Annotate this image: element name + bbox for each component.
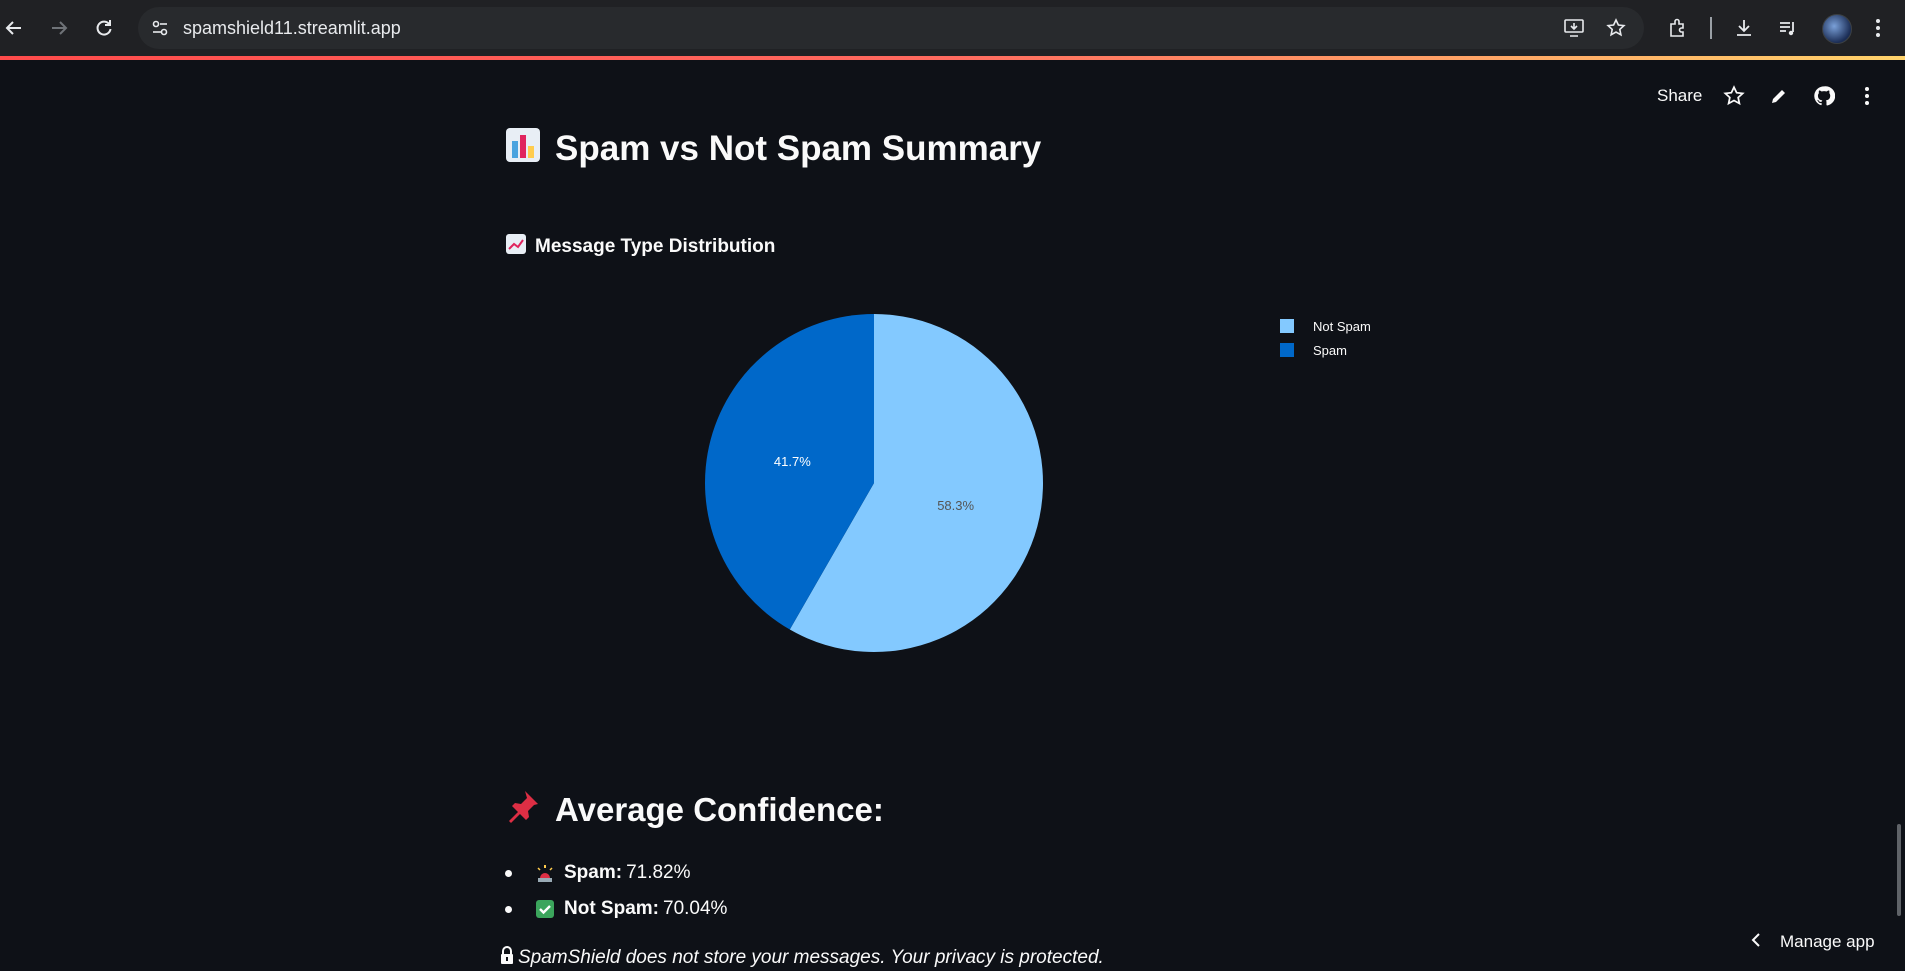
bullet-dot bbox=[505, 905, 512, 913]
not-spam-label: Not Spam: bbox=[564, 898, 659, 919]
toolbar-divider bbox=[1710, 17, 1712, 39]
reload-icon[interactable] bbox=[90, 14, 118, 42]
distribution-heading: Message Type Distribution bbox=[505, 233, 775, 261]
star-icon[interactable] bbox=[1722, 84, 1746, 108]
streamlit-header-decoration bbox=[0, 56, 1905, 60]
lock-icon bbox=[500, 945, 514, 971]
confidence-list: Spam: 71.82% Not Spam: 70.04% bbox=[505, 855, 727, 927]
police-light-emoji bbox=[534, 862, 556, 884]
download-icon[interactable] bbox=[1730, 14, 1758, 42]
distribution-title: Message Type Distribution bbox=[535, 236, 776, 257]
install-app-icon[interactable] bbox=[1562, 16, 1586, 40]
not-spam-confidence-value: 70.04% bbox=[663, 898, 728, 919]
profile-avatar[interactable] bbox=[1822, 14, 1852, 44]
media-controls-icon[interactable] bbox=[1774, 14, 1802, 42]
pie-slice-label: 41.7% bbox=[774, 454, 811, 469]
back-arrow-icon[interactable] bbox=[0, 14, 28, 42]
forward-arrow-icon[interactable] bbox=[45, 14, 73, 42]
legend-item-not-spam[interactable]: Not Spam bbox=[1280, 319, 1371, 334]
check-mark-emoji bbox=[534, 898, 556, 920]
manage-app-label: Manage app bbox=[1780, 932, 1875, 951]
edit-pencil-icon[interactable] bbox=[1767, 84, 1791, 108]
legend-swatch bbox=[1280, 343, 1294, 357]
share-button[interactable]: Share bbox=[1657, 86, 1703, 105]
legend-label: Not Spam bbox=[1313, 319, 1371, 334]
more-vert-icon[interactable] bbox=[1855, 84, 1879, 108]
legend-label: Spam bbox=[1313, 343, 1347, 358]
extensions-icon[interactable] bbox=[1664, 14, 1692, 42]
url-text[interactable]: spamshield11.streamlit.app bbox=[183, 18, 401, 38]
address-bar[interactable]: spamshield11.streamlit.app bbox=[138, 7, 1644, 49]
browser-toolbar: spamshield11.streamlit.app bbox=[0, 0, 1905, 56]
scrollbar-thumb[interactable] bbox=[1897, 824, 1901, 916]
bar-chart-emoji bbox=[505, 127, 541, 172]
pie-slice-not-spam[interactable] bbox=[789, 314, 1043, 652]
privacy-note: SpamShield does not store your messages.… bbox=[500, 945, 1104, 971]
page-title: Spam vs Not Spam Summary bbox=[555, 129, 1042, 168]
spam-label: Spam: bbox=[564, 862, 623, 883]
list-item: Not Spam: 70.04% bbox=[505, 891, 727, 927]
legend-swatch bbox=[1280, 319, 1294, 333]
pie-slice-label: 58.3% bbox=[937, 498, 974, 513]
legend-item-spam[interactable]: Spam bbox=[1280, 343, 1347, 358]
privacy-text: SpamShield does not store your messages.… bbox=[518, 947, 1104, 968]
kebab-menu-icon[interactable] bbox=[1864, 14, 1892, 42]
manage-app-button[interactable]: Manage app bbox=[1750, 929, 1875, 955]
pie-slice-spam[interactable] bbox=[705, 314, 874, 630]
confidence-heading: Average Confidence: bbox=[505, 786, 884, 834]
message-type-pie-chart: 58.3% 41.7% Not Spam Spam bbox=[705, 314, 1371, 652]
summary-heading: Spam vs Not Spam Summary bbox=[505, 126, 1041, 172]
site-settings-icon[interactable] bbox=[148, 16, 172, 40]
pushpin-emoji bbox=[505, 788, 541, 832]
github-icon[interactable] bbox=[1812, 84, 1836, 108]
list-item: Spam: 71.82% bbox=[505, 855, 727, 891]
chevron-left-icon bbox=[1750, 932, 1762, 953]
spam-confidence-value: 71.82% bbox=[626, 862, 691, 883]
chart-increasing-emoji bbox=[505, 233, 527, 261]
bullet-dot bbox=[505, 869, 512, 877]
bookmark-star-icon[interactable] bbox=[1604, 16, 1628, 40]
confidence-title: Average Confidence: bbox=[555, 791, 884, 828]
